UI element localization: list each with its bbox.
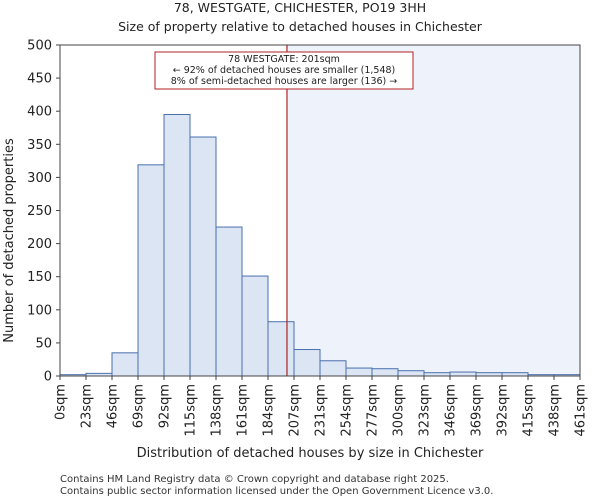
y-tick-label: 400 <box>27 105 52 120</box>
x-tick-label: 92sqm <box>158 384 173 428</box>
annotation-line3: 8% of semi-detached houses are larger (1… <box>171 76 398 87</box>
x-tick-label: 46sqm <box>106 384 121 428</box>
x-tick-label: 161sqm <box>236 384 251 437</box>
annotation-box <box>154 51 414 90</box>
y-tick-label: 300 <box>27 171 52 186</box>
x-axis-label: Distribution of detached houses by size … <box>137 446 484 461</box>
x-tick-label: 69sqm <box>132 384 147 428</box>
plot-frame <box>59 44 581 377</box>
x-tick-label: 323sqm <box>418 384 433 437</box>
y-tick-label: 0 <box>44 370 52 385</box>
x-tick-label: 438sqm <box>548 384 563 437</box>
annotation-line1: 78 WESTGATE: 201sqm <box>228 54 340 65</box>
x-tick-label: 231sqm <box>314 384 329 437</box>
y-tick-label: 50 <box>35 336 52 351</box>
histogram-bar <box>137 164 165 377</box>
histogram-bar <box>449 371 477 377</box>
x-tick-label: 415sqm <box>522 384 537 437</box>
x-tick-label: 277sqm <box>366 384 381 437</box>
y-tick-label: 450 <box>27 72 52 87</box>
x-tick-label: 115sqm <box>184 384 199 437</box>
footer-line2: Contains public sector information licen… <box>60 486 493 497</box>
chart-title-line1: 78, WESTGATE, CHICHESTER, PO19 3HH <box>174 0 426 15</box>
x-tick-label: 184sqm <box>262 384 277 437</box>
x-tick-label: 138sqm <box>210 384 225 437</box>
histogram-bar <box>319 360 347 377</box>
histogram-bar <box>111 352 139 377</box>
y-tick-label: 100 <box>27 303 52 318</box>
y-tick-label: 350 <box>27 138 52 153</box>
x-tick-label: 23sqm <box>80 384 95 428</box>
annotation-line2: ← 92% of detached houses are smaller (1,… <box>173 65 396 76</box>
chart-title-line2: Size of property relative to detached ho… <box>118 19 483 34</box>
x-tick-label: 369sqm <box>470 384 485 437</box>
histogram-bar <box>163 114 191 377</box>
y-tick-label: 150 <box>27 270 52 285</box>
x-tick-label: 346sqm <box>444 384 459 437</box>
x-tick-label: 207sqm <box>288 384 303 437</box>
histogram-bar <box>293 349 321 377</box>
histogram-bar <box>345 367 373 377</box>
x-tick-label: 392sqm <box>496 384 511 437</box>
histogram-bar <box>215 226 243 377</box>
x-tick-label: 461sqm <box>574 384 589 437</box>
x-tick-label: 0sqm <box>54 384 69 420</box>
histogram-bar <box>267 321 295 377</box>
highlight-region <box>286 45 580 376</box>
y-axis-label: Number of detached properties <box>2 138 17 343</box>
histogram-bar <box>397 370 425 377</box>
histogram-bar <box>189 136 217 377</box>
y-tick-label: 250 <box>27 204 52 219</box>
histogram-bar <box>241 275 269 377</box>
x-tick-label: 254sqm <box>340 384 355 437</box>
x-tick-label: 300sqm <box>392 384 407 437</box>
y-tick-label: 500 <box>27 39 52 54</box>
footer-line1: Contains HM Land Registry data © Crown c… <box>60 474 449 485</box>
histogram-bar <box>371 368 399 377</box>
y-tick-label: 200 <box>27 237 52 252</box>
